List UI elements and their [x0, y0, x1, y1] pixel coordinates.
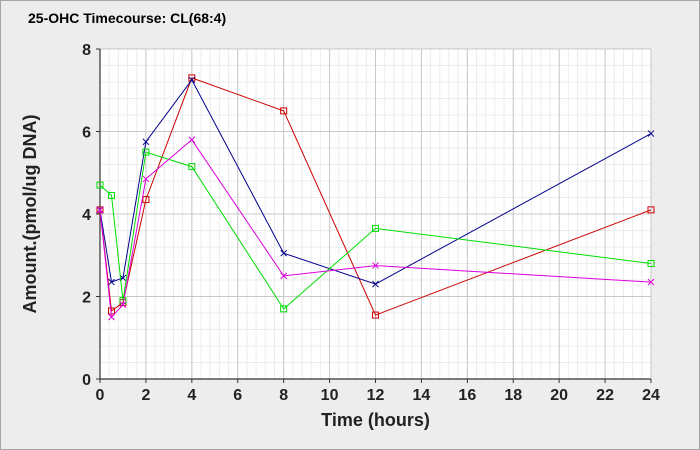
data-point	[142, 175, 150, 183]
y-tick-labels: 0 2 4 6 8	[82, 42, 91, 389]
series-line	[99, 78, 652, 285]
data-point	[372, 224, 379, 232]
data-point	[280, 305, 288, 313]
y-axis-label: Amount.(pmol/ug DNA)	[20, 115, 40, 314]
y-tick-label: 6	[82, 125, 91, 142]
data-point	[107, 191, 115, 199]
x-tick-label: 20	[550, 387, 568, 404]
series-line	[99, 77, 652, 316]
data-point	[142, 138, 150, 146]
x-tick-label: 12	[367, 387, 385, 404]
data-point	[372, 280, 379, 288]
data-point	[647, 130, 655, 137]
data-point	[647, 260, 655, 267]
data-point	[280, 272, 288, 280]
series-4	[96, 136, 655, 321]
x-tick-label: 0	[96, 387, 105, 404]
data-point	[96, 181, 104, 189]
data-point	[188, 136, 196, 144]
data-point	[119, 301, 127, 309]
x-tick-label: 4	[187, 387, 196, 404]
x-tick-label: 2	[141, 387, 150, 404]
data-point	[372, 262, 379, 269]
data-point	[142, 196, 150, 204]
x-tick-label: 6	[233, 387, 242, 404]
data-point	[188, 163, 196, 171]
x-tick-label: 10	[321, 387, 339, 404]
x-tick-label: 14	[413, 387, 431, 404]
chart-title: 25-OHC Timecourse: CL(68:4)	[28, 10, 227, 26]
data-point	[280, 107, 288, 115]
data-point	[647, 278, 655, 286]
data-point	[108, 278, 115, 286]
x-tick-label: 16	[458, 387, 476, 404]
y-tick-label: 8	[82, 42, 91, 59]
data-point	[108, 313, 115, 321]
series-group	[96, 74, 655, 321]
data-point	[188, 76, 196, 84]
x-tick-label: 8	[279, 387, 288, 404]
x-tick-label: 22	[596, 387, 614, 404]
data-point	[142, 148, 150, 156]
x-axis-label: Time (hours)	[321, 410, 430, 430]
data-point	[280, 249, 288, 257]
data-point	[96, 206, 104, 214]
x-tick-labels: 0 2 4 6 8 10 12 14 16 18 20 22 24	[96, 387, 660, 404]
data-point	[372, 311, 379, 319]
y-tick-label: 4	[82, 207, 91, 224]
x-tick-label: 24	[642, 387, 660, 404]
x-tick-label: 18	[504, 387, 522, 404]
y-tick-label: 0	[82, 372, 91, 389]
y-tick-label: 2	[82, 290, 91, 307]
data-point	[647, 206, 655, 214]
